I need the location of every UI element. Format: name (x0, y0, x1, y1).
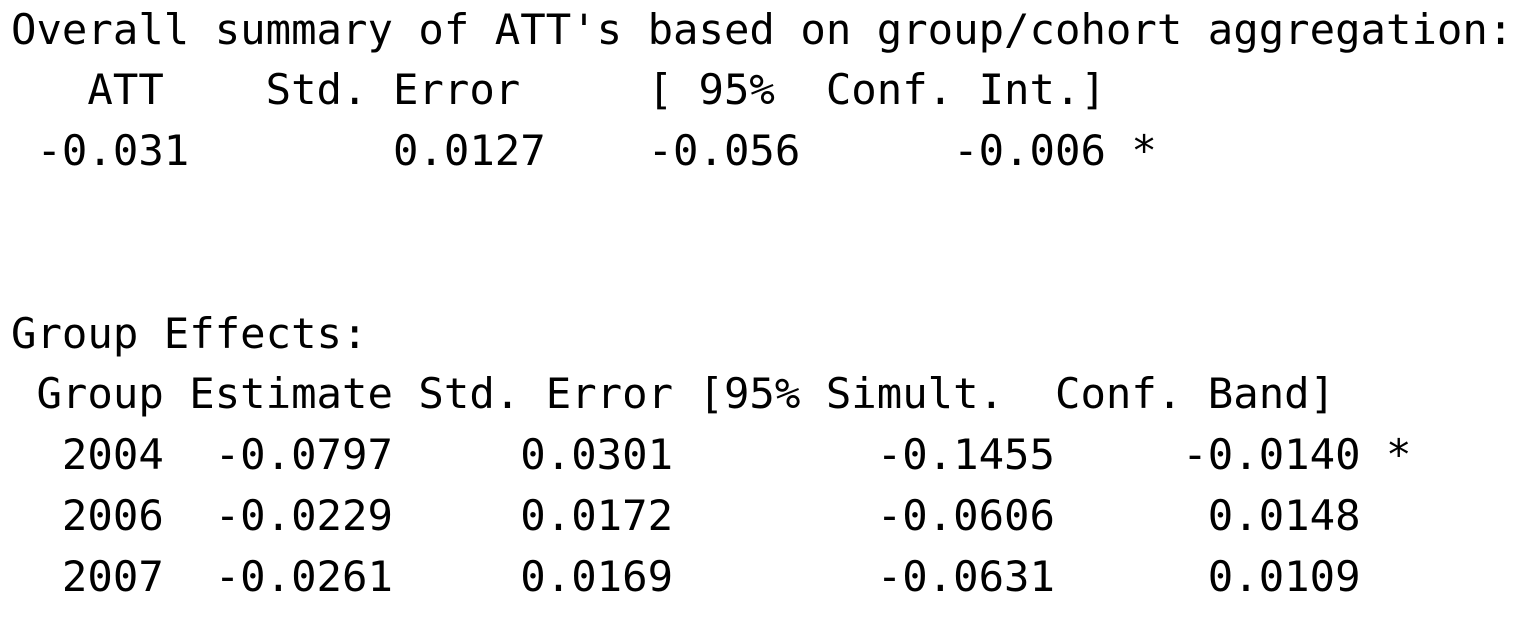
group-effects-title: Group Effects: (11, 309, 368, 358)
group-effects-header: Group Estimate Std. Error [95% Simult. C… (11, 369, 1336, 418)
console-output: Overall summary of ATT's based on group/… (11, 0, 1514, 626)
group-effects-row: 2004 -0.0797 0.0301 -0.1455 -0.0140 * (11, 430, 1412, 479)
group-effects-row: 2007 -0.0261 0.0169 -0.0631 0.0109 (11, 552, 1361, 601)
overall-summary-header: ATT Std. Error [ 95% Conf. Int.] (11, 65, 1106, 114)
group-effects-row: 2006 -0.0229 0.0172 -0.0606 0.0148 (11, 491, 1361, 540)
overall-summary-row: -0.031 0.0127 -0.056 -0.006 * (11, 126, 1157, 175)
overall-summary-title: Overall summary of ATT's based on group/… (11, 5, 1514, 54)
